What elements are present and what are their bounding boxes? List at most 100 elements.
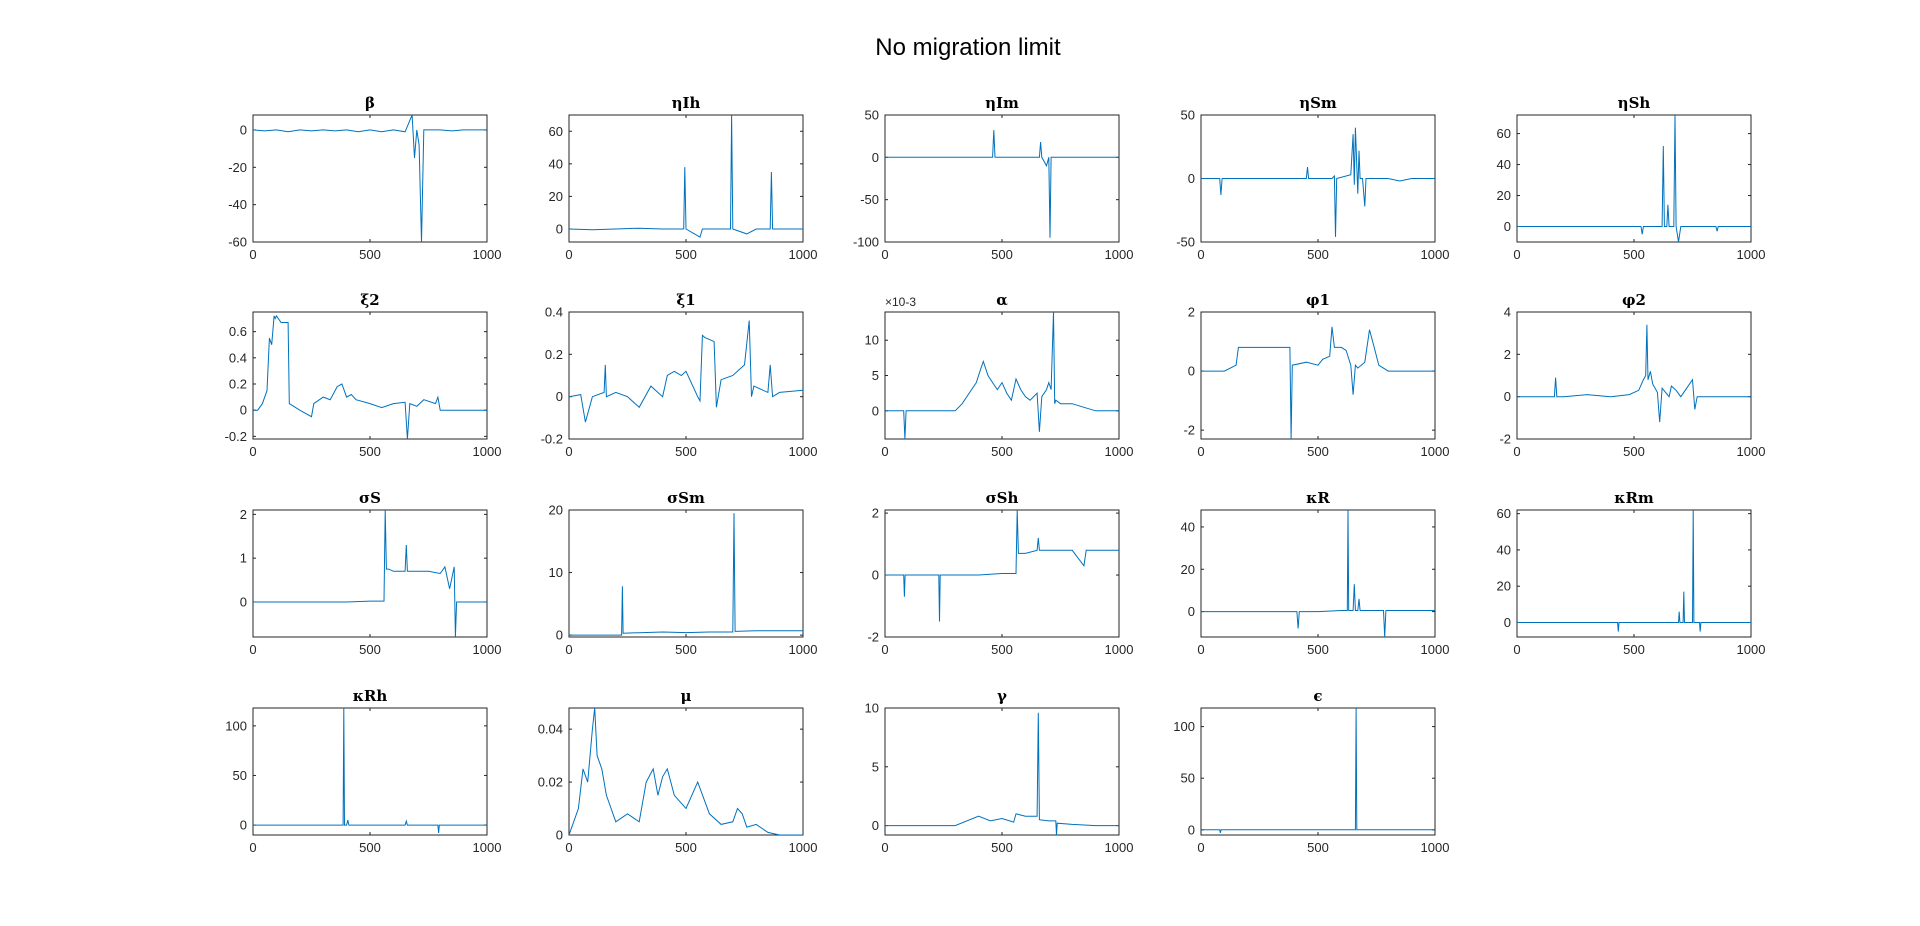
x-tick-label: 0 <box>881 247 888 262</box>
x-tick-label: 500 <box>1307 247 1329 262</box>
subplot-title: μ <box>681 687 692 705</box>
subplot-title: φ1 <box>1306 291 1330 309</box>
x-tick-label: 500 <box>675 444 697 459</box>
y-tick-label: 50 <box>1181 771 1195 786</box>
y-tick-label: 20 <box>1181 562 1195 577</box>
subplot-14: κR 0 500 1000 40 20 0 <box>1181 489 1450 657</box>
x-tick-label: 1000 <box>1737 247 1766 262</box>
y-tick-label: 0 <box>872 818 879 833</box>
x-tick-label: 500 <box>991 444 1013 459</box>
axes-box <box>884 707 1120 836</box>
y-tick-label: 40 <box>1497 542 1511 557</box>
y-tick-label: 60 <box>549 124 563 139</box>
y-tick-label: 50 <box>865 108 879 123</box>
series-line <box>1201 127 1435 237</box>
x-tick-label: 500 <box>359 247 381 262</box>
x-tick-label: 0 <box>249 642 256 657</box>
y-tick-label: 0 <box>240 122 247 137</box>
axes-box <box>1200 509 1436 638</box>
series-line <box>253 314 487 439</box>
series-line <box>1201 510 1435 637</box>
x-tick-label: 1000 <box>1737 444 1766 459</box>
y-tick-label: 0.04 <box>538 722 563 737</box>
y-tick-label: 2 <box>1504 347 1511 362</box>
y-tick-label: 0.4 <box>229 350 247 365</box>
axes-box <box>252 114 488 243</box>
x-tick-label: 1000 <box>1105 247 1134 262</box>
y-tick-label: 0.2 <box>545 347 563 362</box>
x-tick-label: 0 <box>249 444 256 459</box>
x-tick-label: 500 <box>1307 444 1329 459</box>
y-tick-label: 40 <box>549 156 563 171</box>
y-tick-label: 10 <box>549 565 563 580</box>
y-tick-label: 10 <box>865 333 879 348</box>
subplot-title: ηSh <box>1618 94 1651 112</box>
subplot-title: σS <box>359 489 381 507</box>
y-tick-label: -20 <box>228 160 247 175</box>
series-line <box>569 513 803 636</box>
y-tick-label: 0.2 <box>229 377 247 392</box>
x-tick-label: 0 <box>249 840 256 855</box>
series-line <box>885 712 1119 835</box>
y-tick-label: -50 <box>1176 235 1195 250</box>
y-tick-label: 0 <box>556 828 563 843</box>
y-tick-label: 0.4 <box>545 305 563 320</box>
axes-box <box>1516 509 1752 638</box>
y-tick-label: 1 <box>240 551 247 566</box>
x-tick-label: 500 <box>1307 642 1329 657</box>
y-tick-label: -100 <box>853 235 879 250</box>
y-tick-label: 100 <box>1173 719 1195 734</box>
y-tick-label: 0 <box>872 403 879 418</box>
subplot-12: σSm 0 500 1000 20 10 0 <box>549 489 818 657</box>
y-tick-label: 0 <box>240 594 247 609</box>
y-tick-label: 5 <box>872 759 879 774</box>
x-tick-label: 0 <box>565 247 572 262</box>
y-tick-label: -40 <box>228 197 247 212</box>
subplot-2: ηIh 0 500 1000 0 20 40 60 <box>549 94 818 262</box>
subplot-title: β <box>365 94 375 112</box>
y-tick-label: 60 <box>1497 506 1511 521</box>
y-tick-label: 0 <box>1188 822 1195 837</box>
x-tick-label: 0 <box>1197 247 1204 262</box>
subplot-title: φ2 <box>1622 291 1646 309</box>
x-tick-label: 0 <box>881 642 888 657</box>
subplot-title: κRh <box>353 687 388 705</box>
x-tick-label: 1000 <box>789 642 818 657</box>
y-tick-label: 50 <box>1181 108 1195 123</box>
y-exponent-label: ×10-3 <box>885 295 916 309</box>
series-line <box>1201 326 1435 439</box>
y-tick-label: 0 <box>240 818 247 833</box>
subplot-18: γ 0 500 1000 10 5 0 <box>865 687 1134 855</box>
x-tick-label: 1000 <box>1421 840 1450 855</box>
subplot-1: β 0 500 1000 0 -20 -40 -60 <box>228 94 501 262</box>
y-tick-label: 0 <box>872 568 879 583</box>
y-tick-label: -0.2 <box>541 432 563 447</box>
series-line <box>1517 115 1751 242</box>
subplot-title: ξ2 <box>360 291 379 309</box>
x-tick-label: 0 <box>881 840 888 855</box>
subplot-title: ηIm <box>985 94 1019 112</box>
subplot-title: ξ1 <box>676 291 695 309</box>
y-tick-label: 0 <box>556 628 563 643</box>
y-tick-label: 0 <box>1504 615 1511 630</box>
x-tick-label: 500 <box>359 840 381 855</box>
y-tick-label: 0 <box>1188 171 1195 186</box>
subplot-5: ηSh 0 500 1000 0 20 40 60 <box>1497 94 1766 262</box>
x-tick-label: 0 <box>565 840 572 855</box>
subplot-title: α <box>996 291 1008 309</box>
series-line <box>253 115 487 242</box>
y-tick-label: 10 <box>865 701 879 716</box>
axes-box <box>252 707 488 836</box>
x-tick-label: 0 <box>565 642 572 657</box>
y-tick-label: 4 <box>1504 305 1511 320</box>
x-tick-label: 500 <box>1623 642 1645 657</box>
axes-box <box>568 509 804 638</box>
x-tick-label: 1000 <box>1737 642 1766 657</box>
y-tick-label: 60 <box>1497 126 1511 141</box>
x-tick-label: 500 <box>675 247 697 262</box>
